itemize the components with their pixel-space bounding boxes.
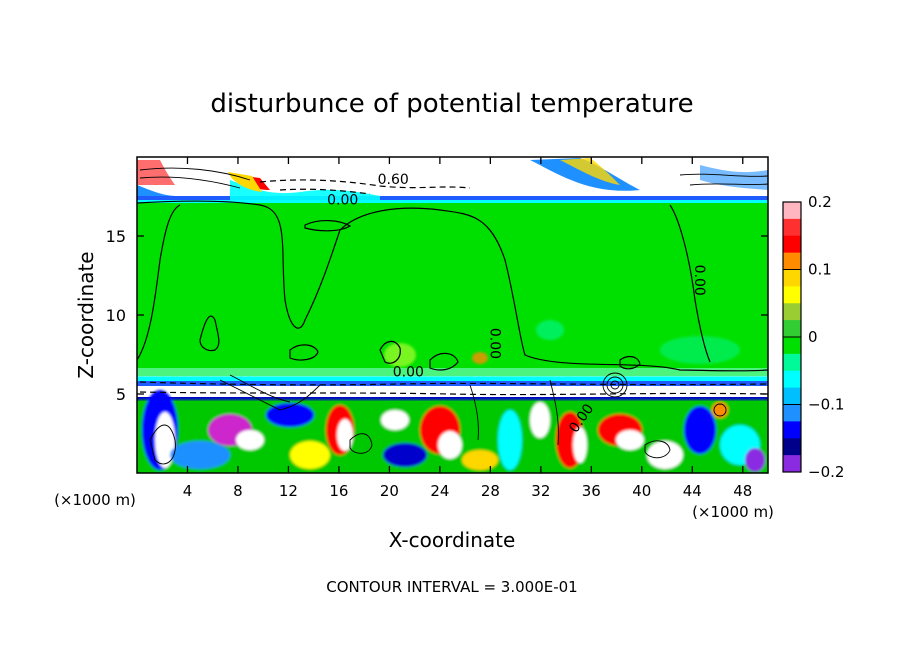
y-tick-label: 5 (116, 385, 126, 404)
contour-label: 0.00 (393, 365, 424, 381)
contour-interval-note: CONTOUR INTERVAL = 3.000E-01 (326, 578, 577, 596)
colorbar-swatch (783, 303, 801, 321)
colorbar-swatch (783, 218, 801, 237)
x-unit-right: (×1000 m) (692, 503, 774, 521)
x-tick-label: 36 (582, 482, 601, 500)
colorbar-swatch (783, 438, 801, 456)
colorbar-swatch (783, 353, 801, 372)
x-tick-label: 4 (183, 482, 193, 500)
contour-label: 0.60 (378, 172, 409, 188)
contour-lines-thin (139, 167, 768, 465)
x-tick-label: 40 (632, 482, 651, 500)
colorbar-swatch (783, 455, 801, 473)
y-axis-label: Z-coordinate (74, 251, 98, 378)
x-tick-label: 20 (380, 482, 399, 500)
colorbar-swatch (783, 286, 801, 304)
x-axis-label: X-coordinate (389, 528, 516, 552)
contour-lines (137, 200, 768, 372)
x-axis-ticks: 4 8 12 16 20 24 28 32 36 40 44 48 (183, 157, 752, 500)
contour-label: 0.00 (327, 192, 358, 208)
x-tick-label: 28 (481, 482, 500, 500)
contour-lines-dashed (139, 179, 768, 396)
x-tick-label: 44 (683, 482, 702, 500)
x-tick-label: 48 (733, 482, 752, 500)
turbulent-layer (137, 390, 768, 473)
y-tick-label: 15 (106, 227, 126, 246)
chart-title: disturbunce of potential temperature (210, 89, 693, 119)
colorbar-tick-label: 0 (808, 328, 818, 346)
plot-area: 0.600.000.000.000.000.00 (137, 157, 768, 473)
x-unit-left: (×1000 m) (54, 491, 136, 509)
x-tick-label: 16 (329, 482, 348, 500)
contour-label: 0.00 (486, 328, 502, 359)
colorbar-swatch (783, 404, 801, 422)
colorbar-swatch (783, 421, 801, 439)
y-axis-ticks: 5 10 15 (106, 227, 768, 404)
colorbar-swatch (783, 337, 801, 355)
contour-label: 0.00 (691, 265, 707, 296)
colorbar-tick-label: −0.1 (808, 396, 844, 414)
colorbar-swatch (783, 320, 801, 338)
colorbar-swatch (783, 269, 801, 287)
colorbar-swatch (783, 370, 801, 389)
colorbar: 0.2 0.1 0 −0.1 −0.2 (782, 193, 844, 481)
x-tick-label: 12 (279, 482, 298, 500)
colorbar-tick-label: 0.2 (808, 193, 832, 211)
colorbar-tick-label: 0.1 (808, 261, 832, 279)
colorbar-swatch (783, 235, 801, 254)
y-tick-label: 10 (106, 306, 126, 325)
colorbar-swatch (783, 387, 801, 405)
colorbar-swatch (783, 252, 801, 270)
colorbar-tick-label: −0.2 (808, 463, 844, 481)
x-tick-label: 32 (531, 482, 550, 500)
x-tick-label: 24 (430, 482, 449, 500)
upper-layer (137, 157, 768, 203)
x-tick-label: 8 (233, 482, 243, 500)
colorbar-swatch (783, 202, 801, 220)
